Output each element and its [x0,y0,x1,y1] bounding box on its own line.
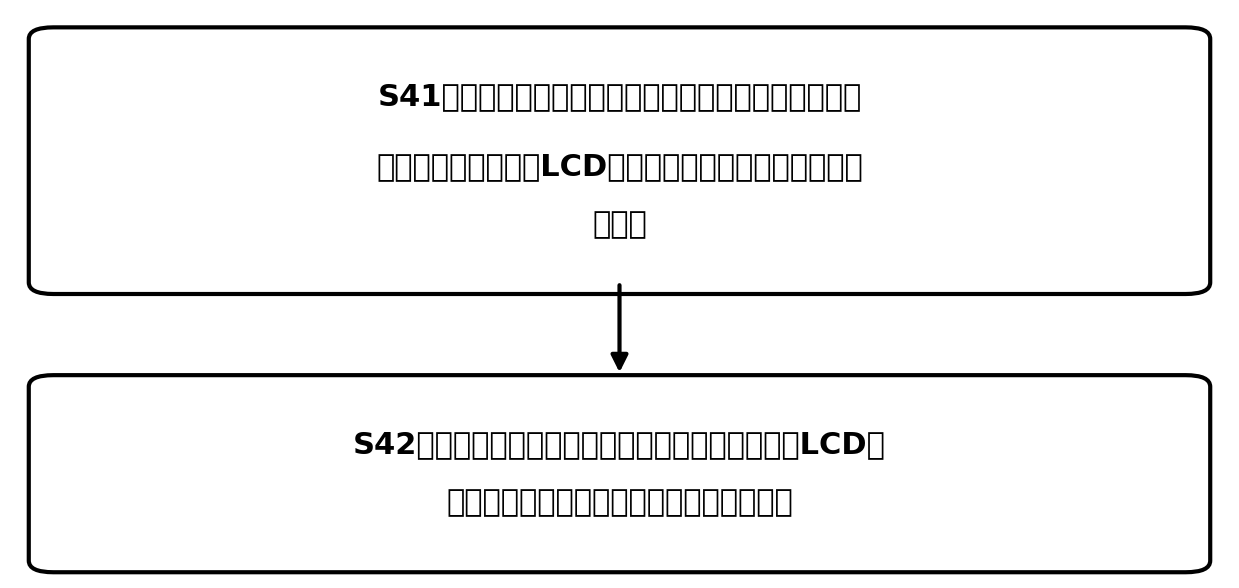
Text: 下一步: 下一步 [592,210,647,239]
FancyBboxPatch shape [28,375,1211,572]
Text: 者一致，则判定所述LCD负载间未发生短路，反之则进入: 者一致，则判定所述LCD负载间未发生短路，反之则进入 [377,152,862,181]
Text: S42、判断所述实际电压是否为零，若是则判定所述LCD负: S42、判断所述实际电压是否为零，若是则判定所述LCD负 [353,430,886,459]
Text: 载发生了对地短路，反之则发生了线间短路: 载发生了对地短路，反之则发生了线间短路 [446,488,793,517]
FancyBboxPatch shape [28,28,1211,294]
Text: S41、将所述实际电压与预设的正常电压进行对比，若两: S41、将所述实际电压与预设的正常电压进行对比，若两 [378,82,861,111]
